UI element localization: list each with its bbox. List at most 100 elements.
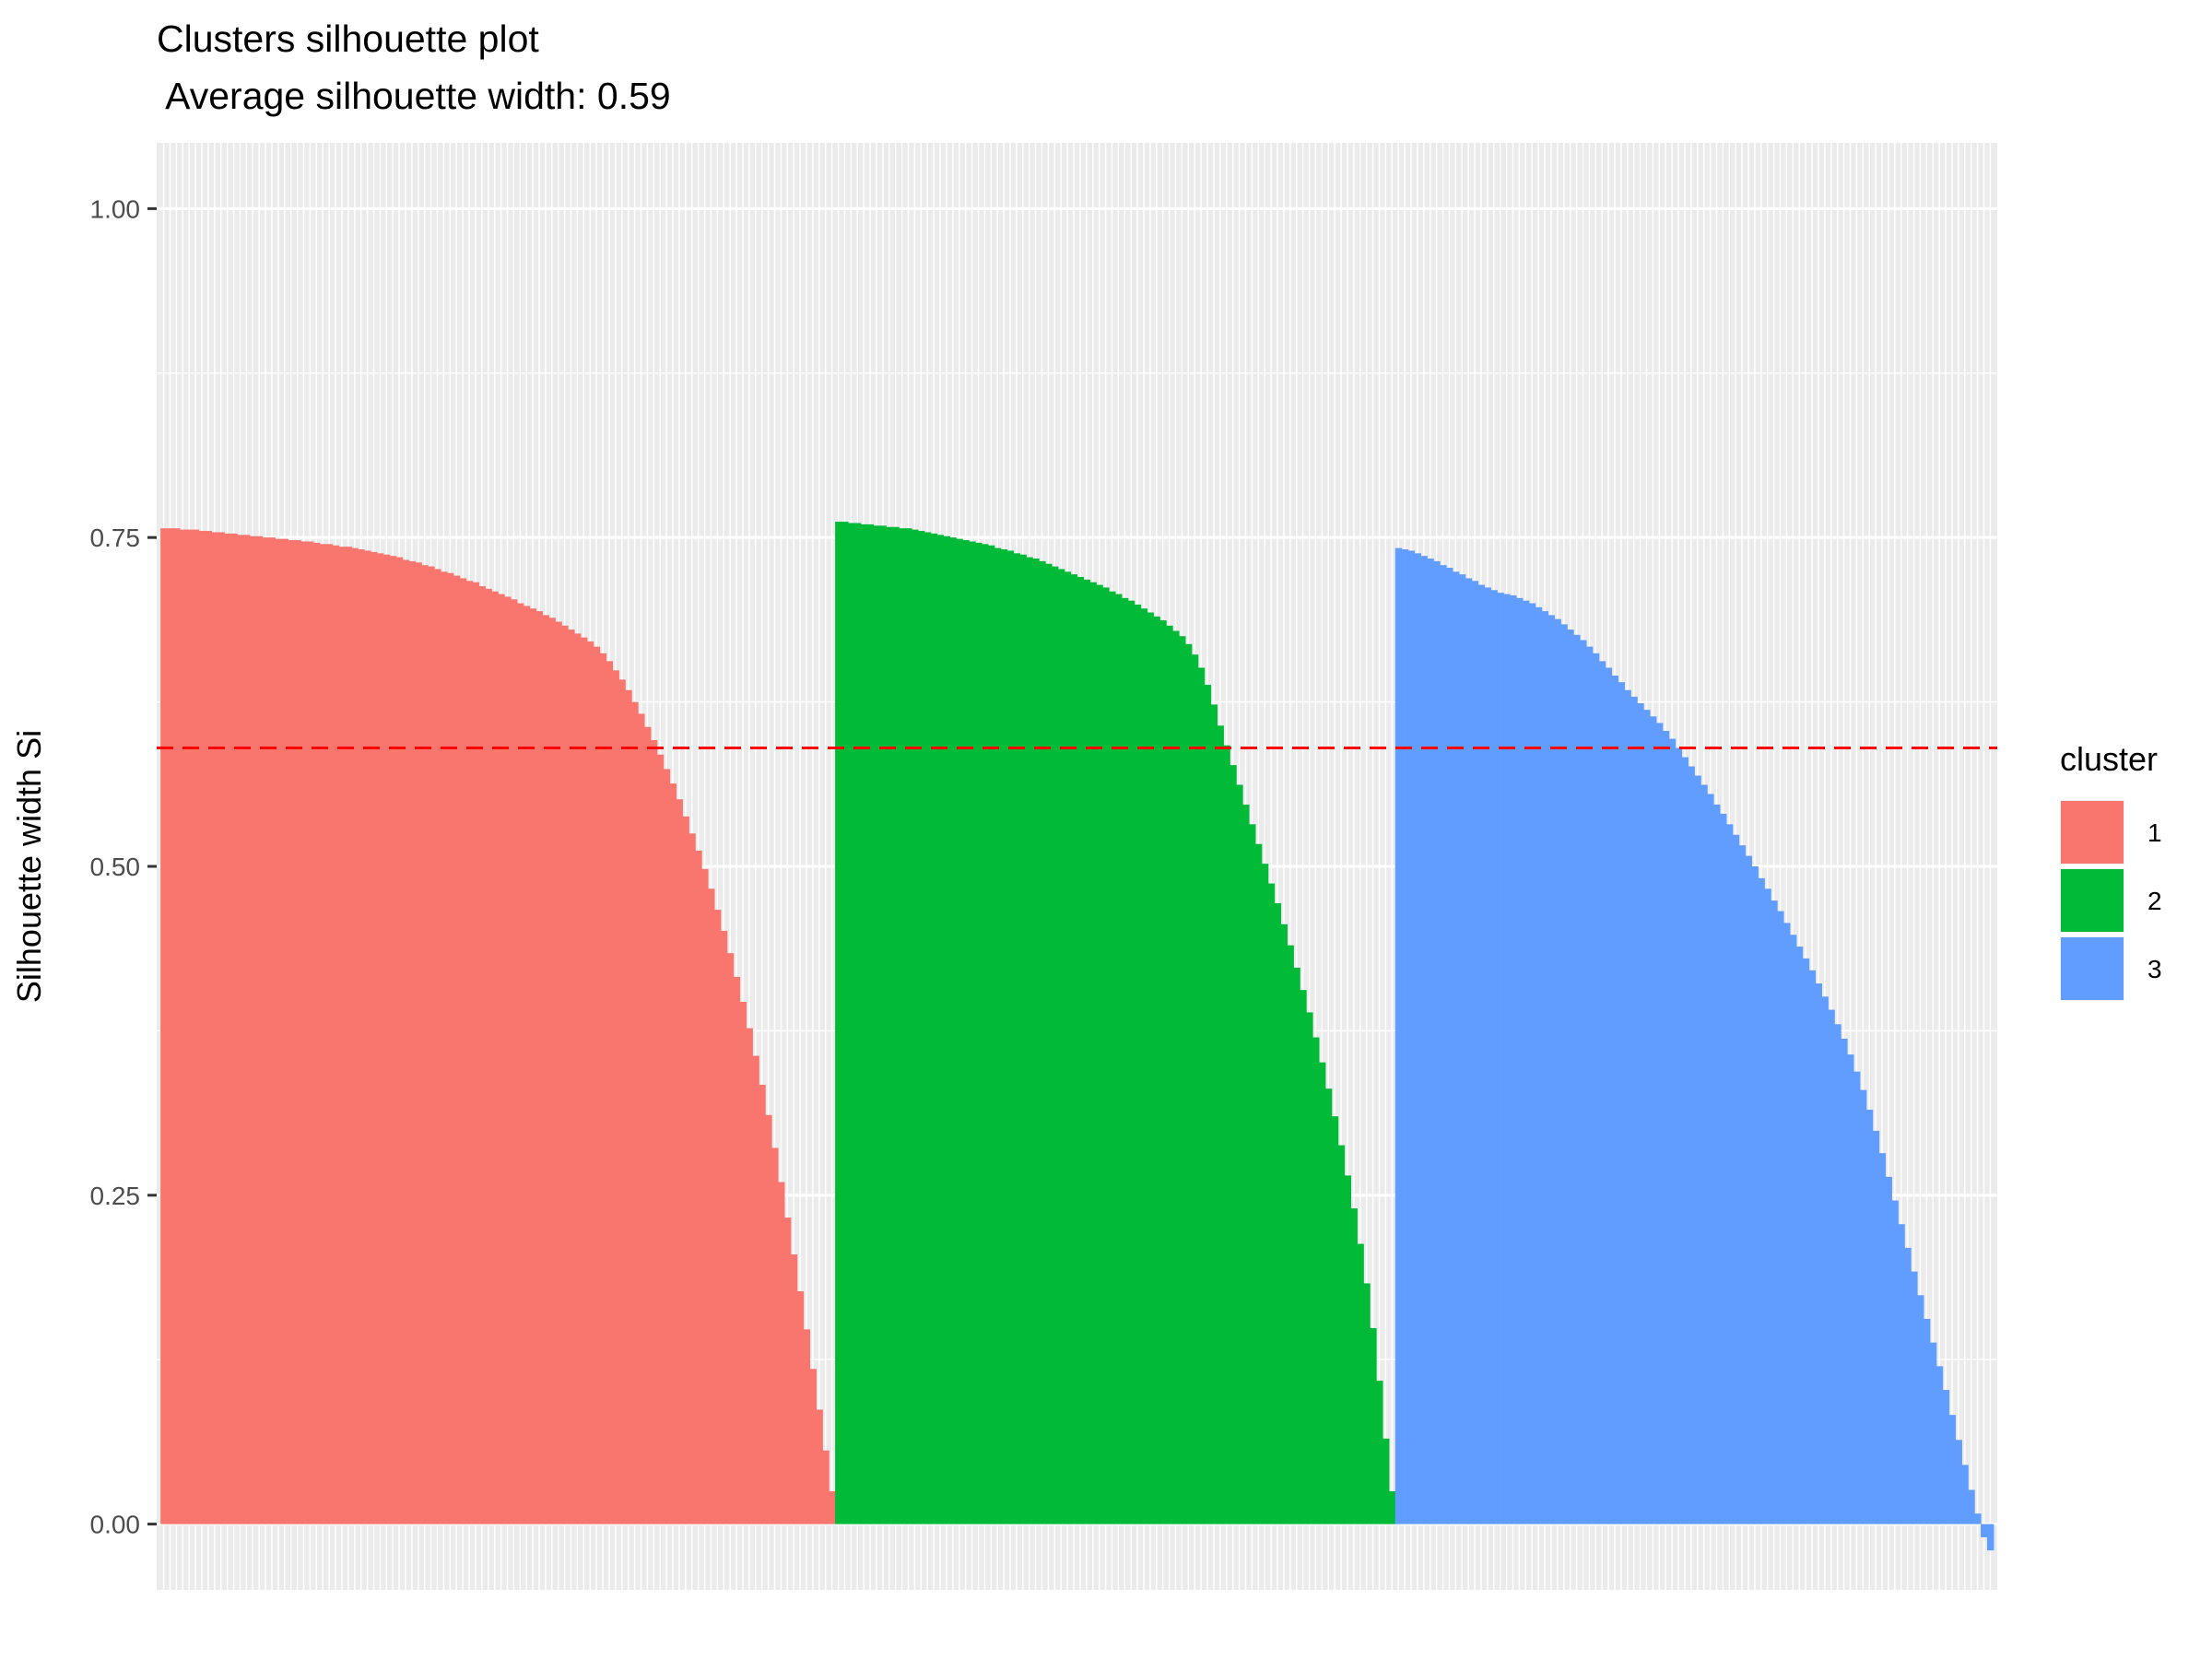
bar-cluster-1 xyxy=(230,533,238,1524)
bar-cluster-3 xyxy=(1923,1318,1931,1524)
bar-cluster-2 xyxy=(1013,553,1020,1524)
bar-cluster-3 xyxy=(1547,615,1555,1524)
bar-cluster-3 xyxy=(1719,813,1727,1524)
bar-cluster-3 xyxy=(1808,970,1817,1524)
bar-cluster-2 xyxy=(1159,620,1167,1524)
bar-cluster-2 xyxy=(1331,1116,1339,1524)
bar-cluster-3 xyxy=(1605,667,1613,1524)
bar-cluster-3 xyxy=(1497,593,1504,1524)
bar-cluster-1 xyxy=(281,538,288,1524)
chart-subtitle: Average silhouette width: 0.59 xyxy=(157,75,671,117)
bar-cluster-1 xyxy=(746,1028,753,1524)
bar-cluster-1 xyxy=(364,550,371,1524)
y-tick-label: 1.00 xyxy=(90,194,141,223)
bar-cluster-1 xyxy=(573,633,582,1524)
bar-cluster-1 xyxy=(172,528,181,1524)
legend-label-1: 1 xyxy=(2147,818,2162,847)
bar-cluster-2 xyxy=(1147,612,1154,1524)
bar-cluster-3 xyxy=(1700,784,1708,1524)
bar-cluster-2 xyxy=(1096,584,1103,1524)
bar-cluster-1 xyxy=(300,541,308,1524)
legend-label-2: 2 xyxy=(2147,887,2162,915)
bar-cluster-1 xyxy=(777,1182,785,1524)
bar-cluster-3 xyxy=(1764,888,1771,1524)
bar-cluster-1 xyxy=(561,625,569,1524)
bar-cluster-3 xyxy=(1515,597,1524,1524)
bar-cluster-3 xyxy=(1847,1054,1854,1524)
bar-cluster-3 xyxy=(1795,947,1804,1524)
bar-cluster-3 xyxy=(1407,550,1416,1524)
bar-cluster-1 xyxy=(720,930,728,1524)
bar-cluster-1 xyxy=(568,629,575,1524)
bar-cluster-3 xyxy=(1745,855,1753,1524)
bar-cluster-3 xyxy=(1828,1009,1835,1524)
bar-cluster-3 xyxy=(1567,629,1574,1524)
bar-cluster-3 xyxy=(1522,600,1530,1524)
bar-cluster-2 xyxy=(1324,1088,1333,1524)
bar-cluster-1 xyxy=(790,1254,798,1524)
bar-cluster-2 xyxy=(1039,560,1046,1524)
bar-cluster-1 xyxy=(504,596,512,1524)
bar-cluster-3 xyxy=(1637,703,1644,1524)
bar-cluster-2 xyxy=(949,537,957,1524)
bar-cluster-2 xyxy=(1057,569,1065,1524)
bar-cluster-2 xyxy=(841,522,849,1524)
bar-cluster-3 xyxy=(1484,587,1491,1524)
bar-cluster-2 xyxy=(1070,574,1078,1524)
bar-cluster-2 xyxy=(975,542,982,1524)
bar-cluster-3 xyxy=(1427,559,1434,1524)
bar-cluster-1 xyxy=(701,868,709,1524)
bar-cluster-1 xyxy=(822,1450,830,1524)
bar-cluster-2 xyxy=(892,526,900,1524)
bar-cluster-1 xyxy=(783,1218,792,1524)
bar-cluster-3 xyxy=(1401,549,1409,1524)
bar-cluster-2 xyxy=(1064,571,1072,1524)
bar-cluster-1 xyxy=(268,537,276,1524)
bar-cluster-3 xyxy=(1394,547,1403,1524)
bar-cluster-3 xyxy=(1649,716,1657,1524)
bar-cluster-2 xyxy=(911,529,919,1524)
bar-cluster-1 xyxy=(618,679,626,1524)
bar-cluster-1 xyxy=(829,1490,836,1524)
bar-cluster-1 xyxy=(516,603,524,1524)
bar-cluster-3 xyxy=(1694,775,1701,1524)
bar-cluster-1 xyxy=(580,637,588,1524)
bar-cluster-2 xyxy=(1363,1283,1371,1524)
bar-cluster-3 xyxy=(1751,866,1759,1524)
bar-cluster-3 xyxy=(1643,710,1651,1524)
bar-cluster-2 xyxy=(886,526,893,1524)
bar-cluster-1 xyxy=(676,799,683,1524)
bar-cluster-2 xyxy=(1287,945,1294,1524)
bar-cluster-2 xyxy=(1044,563,1053,1524)
bar-cluster-3 xyxy=(1929,1342,1937,1524)
bar-cluster-2 xyxy=(1134,604,1142,1524)
bar-cluster-2 xyxy=(1242,804,1250,1524)
bar-cluster-2 xyxy=(1344,1175,1352,1524)
bar-cluster-2 xyxy=(1280,924,1288,1524)
bar-cluster-2 xyxy=(1191,654,1199,1524)
bar-cluster-2 xyxy=(917,531,925,1524)
bar-cluster-3 xyxy=(1681,757,1689,1524)
bar-cluster-1 xyxy=(358,549,365,1524)
bar-cluster-1 xyxy=(523,606,531,1524)
bar-cluster-1 xyxy=(325,544,334,1524)
bar-cluster-1 xyxy=(312,542,321,1524)
bar-cluster-1 xyxy=(498,594,505,1524)
bar-cluster-3 xyxy=(1598,661,1606,1524)
bar-cluster-1 xyxy=(529,608,537,1524)
bar-cluster-1 xyxy=(185,529,194,1524)
bar-cluster-3 xyxy=(1911,1271,1918,1524)
chart-title: Clusters silhouette plot xyxy=(157,18,539,60)
bar-cluster-3 xyxy=(1490,590,1498,1524)
bar-cluster-1 xyxy=(332,545,340,1524)
bar-cluster-1 xyxy=(656,754,665,1524)
bar-cluster-3 xyxy=(1618,682,1625,1524)
bar-cluster-2 xyxy=(1300,990,1307,1524)
bar-cluster-2 xyxy=(1026,557,1033,1524)
bar-cluster-1 xyxy=(446,572,454,1524)
bar-cluster-1 xyxy=(682,816,689,1524)
bar-cluster-1 xyxy=(631,701,639,1524)
bar-cluster-1 xyxy=(371,551,378,1524)
bar-cluster-2 xyxy=(1293,967,1300,1524)
legend-swatch-2 xyxy=(2061,869,2124,932)
